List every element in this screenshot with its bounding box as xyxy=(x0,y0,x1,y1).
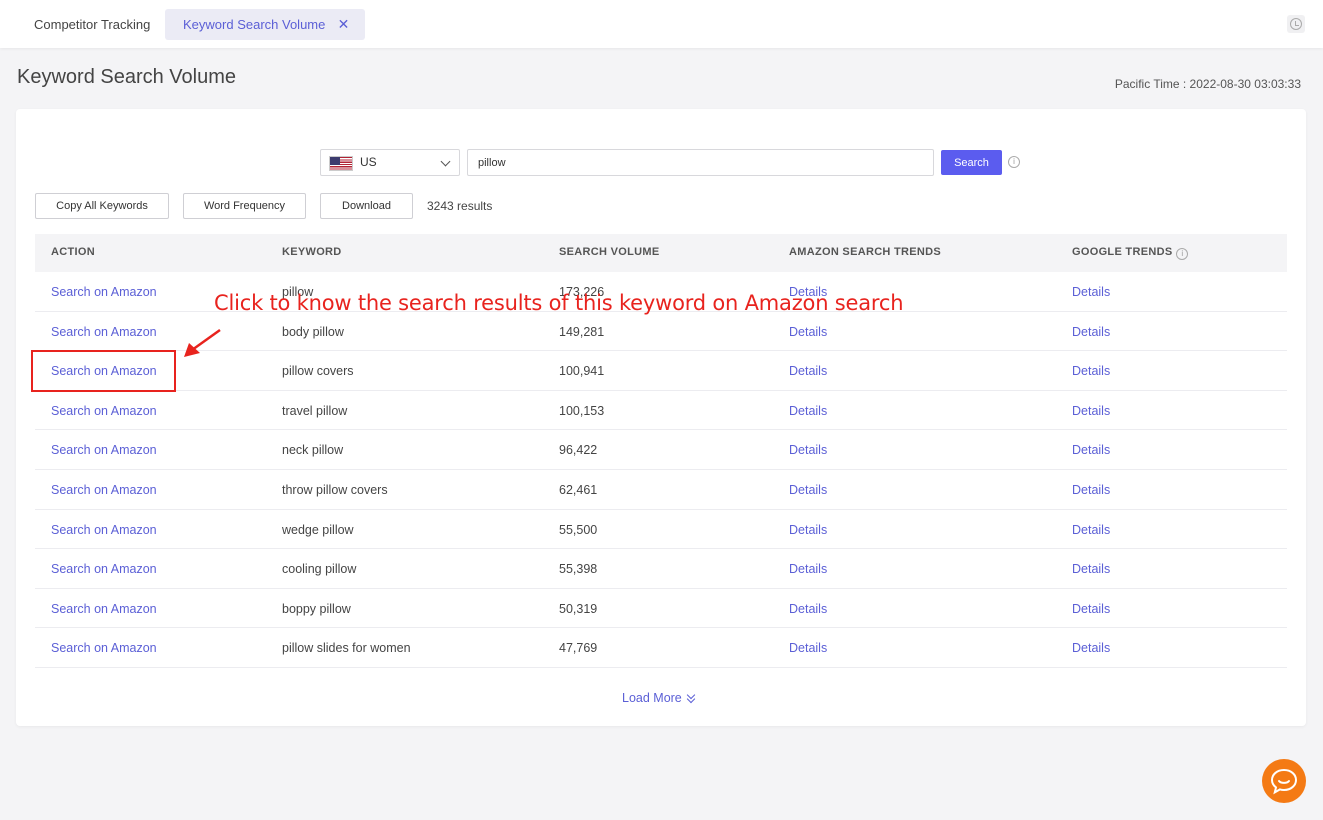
close-icon[interactable]: ✕ xyxy=(337,16,350,32)
annotation-text: Click to know the search results of this… xyxy=(214,291,904,315)
search-on-amazon-link[interactable]: Search on Amazon xyxy=(51,443,157,458)
info-icon[interactable]: i xyxy=(1008,156,1020,168)
table-row: Search on Amazon wedge pillow 55,500 Detail… xyxy=(35,510,1287,550)
tab-competitor-tracking[interactable]: Competitor Tracking xyxy=(16,9,168,40)
search-on-amazon-link[interactable]: Search on Amazon xyxy=(51,562,157,577)
table-row: Search on Amazon body pillow 149,281 Detail… xyxy=(35,312,1287,352)
search-button[interactable]: Search xyxy=(941,150,1002,175)
keyword-cell: pillow covers xyxy=(282,364,354,379)
tab-label: Keyword Search Volume xyxy=(183,17,326,32)
keyword-cell: body pillow xyxy=(282,324,344,339)
amazon-trends-details-link[interactable]: Details xyxy=(789,443,828,458)
load-more-label: Load More xyxy=(622,691,682,705)
amazon-trends-details-link[interactable]: Details xyxy=(789,601,828,616)
result-count: 3243 results xyxy=(427,199,493,213)
annotation-highlight-box xyxy=(31,350,176,392)
table-row: Search on Amazon neck pillow 96,422 Details… xyxy=(35,430,1287,470)
amazon-trends-details-link[interactable]: Details xyxy=(789,324,828,339)
annotation-arrow-icon xyxy=(184,328,221,357)
amazon-trends-details-link[interactable]: Details xyxy=(789,364,828,379)
google-trends-details-link[interactable]: Details xyxy=(1072,522,1111,537)
google-trends-details-link[interactable]: Details xyxy=(1072,324,1111,339)
keyword-cell: neck pillow xyxy=(282,443,344,458)
clock-icon[interactable] xyxy=(1287,15,1305,33)
search-on-amazon-link[interactable]: Search on Amazon xyxy=(51,364,157,379)
google-trends-details-link[interactable]: Details xyxy=(1072,641,1111,656)
search-volume-cell: 50,319 xyxy=(559,601,598,616)
search-on-amazon-link[interactable]: Search on Amazon xyxy=(51,601,157,616)
search-volume-cell: 55,500 xyxy=(559,522,598,537)
pacific-time: Pacific Time : 2022-08-30 03:03:33 xyxy=(1114,77,1301,91)
keyword-cell: wedge pillow xyxy=(282,522,354,537)
header-keyword: KEYWORD xyxy=(282,246,342,258)
search-volume-cell: 173,226 xyxy=(559,285,605,299)
search-on-amazon-link[interactable]: Search on Amazon xyxy=(51,285,157,299)
table-row: Search on Amazon throw pillow covers 62,46… xyxy=(35,470,1287,510)
search-on-amazon-link[interactable]: Search on Amazon xyxy=(51,324,157,339)
amazon-trends-details-link[interactable]: Details xyxy=(789,562,828,577)
table-row: Search on Amazon travel pillow 100,153 Deta… xyxy=(35,391,1287,431)
page-title: Keyword Search Volume xyxy=(17,66,237,88)
table-header: ACTION KEYWORD SEARCH VOLUME AMAZON SEAR… xyxy=(35,234,1287,272)
google-trends-details-link[interactable]: Details xyxy=(1072,482,1111,497)
header-google-trends: GOOGLE TRENDS xyxy=(1072,246,1173,258)
google-trends-details-link[interactable]: Details xyxy=(1072,562,1111,577)
country-select[interactable]: US xyxy=(320,149,460,176)
keyword-cell: throw pillow covers xyxy=(282,482,388,497)
table-row: Search on Amazon cooling pillow 55,398 Deta… xyxy=(35,549,1287,589)
country-label: US xyxy=(360,155,377,169)
table-row: Search on Amazon pillow covers 100,941 Deta… xyxy=(35,351,1287,391)
search-volume-cell: 62,461 xyxy=(559,482,598,497)
amazon-trends-details-link[interactable]: Details xyxy=(789,522,828,537)
amazon-trends-details-link[interactable]: Details xyxy=(789,482,828,497)
search-volume-cell: 55,398 xyxy=(559,562,598,577)
us-flag-icon xyxy=(329,156,353,171)
google-trends-details-link[interactable]: Details xyxy=(1072,403,1111,418)
search-on-amazon-link[interactable]: Search on Amazon xyxy=(51,522,157,537)
amazon-trends-details-link[interactable]: Details xyxy=(789,285,828,299)
header-google-trends-wrap: GOOGLE TRENDS i xyxy=(1072,246,1189,260)
amazon-trends-details-link[interactable]: Details xyxy=(789,641,828,656)
google-trends-details-link[interactable]: Details xyxy=(1072,285,1111,299)
info-icon[interactable]: i xyxy=(1176,248,1189,260)
search-volume-cell: 96,422 xyxy=(559,443,598,458)
copy-all-keywords-button[interactable]: Copy All Keywords xyxy=(35,193,169,219)
load-more-button[interactable]: Load More xyxy=(622,691,696,705)
keyword-cell: pillow slides for women xyxy=(282,641,411,656)
search-volume-cell: 149,281 xyxy=(559,324,605,339)
download-button[interactable]: Download xyxy=(320,193,413,219)
table-body: Search on Amazon pillow 173,226 Details Deta… xyxy=(35,272,1287,668)
header-action: ACTION xyxy=(51,246,95,258)
chat-button[interactable] xyxy=(1262,759,1306,803)
results-card: US Search i Copy All Keywords Word Frequ… xyxy=(16,109,1306,726)
header-search-volume: SEARCH VOLUME xyxy=(559,246,660,258)
table-row: Search on Amazon pillow 173,226 Details Deta… xyxy=(35,272,1287,312)
header-amazon-search-trends: AMAZON SEARCH TRENDS xyxy=(789,246,942,258)
search-volume-cell: 100,153 xyxy=(559,403,605,418)
chat-bubble-icon xyxy=(1270,768,1298,795)
google-trends-details-link[interactable]: Details xyxy=(1072,601,1111,616)
word-frequency-button[interactable]: Word Frequency xyxy=(183,193,306,219)
google-trends-details-link[interactable]: Details xyxy=(1072,443,1111,458)
search-input[interactable] xyxy=(467,149,934,176)
amazon-trends-details-link[interactable]: Details xyxy=(789,403,828,418)
search-volume-cell: 100,941 xyxy=(559,364,605,379)
table-row: Search on Amazon boppy pillow 50,319 Detail… xyxy=(35,589,1287,629)
chevron-down-icon xyxy=(440,156,451,167)
double-chevron-down-icon xyxy=(686,693,696,703)
search-on-amazon-link[interactable]: Search on Amazon xyxy=(51,403,157,418)
tab-keyword-search-volume[interactable]: Keyword Search Volume ✕ xyxy=(165,9,366,40)
keyword-cell: travel pillow xyxy=(282,403,348,418)
tab-label: Competitor Tracking xyxy=(34,17,151,32)
search-volume-cell: 47,769 xyxy=(559,641,598,656)
keywords-table: ACTION KEYWORD SEARCH VOLUME AMAZON SEAR… xyxy=(35,234,1287,668)
search-on-amazon-link[interactable]: Search on Amazon xyxy=(51,641,157,656)
google-trends-details-link[interactable]: Details xyxy=(1072,364,1111,379)
table-row: Search on Amazon pillow slides for women 4… xyxy=(35,628,1287,668)
keyword-cell: cooling pillow xyxy=(282,562,357,577)
search-on-amazon-link[interactable]: Search on Amazon xyxy=(51,482,157,497)
keyword-cell: pillow xyxy=(282,285,314,299)
keyword-cell: boppy pillow xyxy=(282,601,351,616)
tab-bar: Competitor Tracking Keyword Search Volum… xyxy=(0,0,1323,48)
